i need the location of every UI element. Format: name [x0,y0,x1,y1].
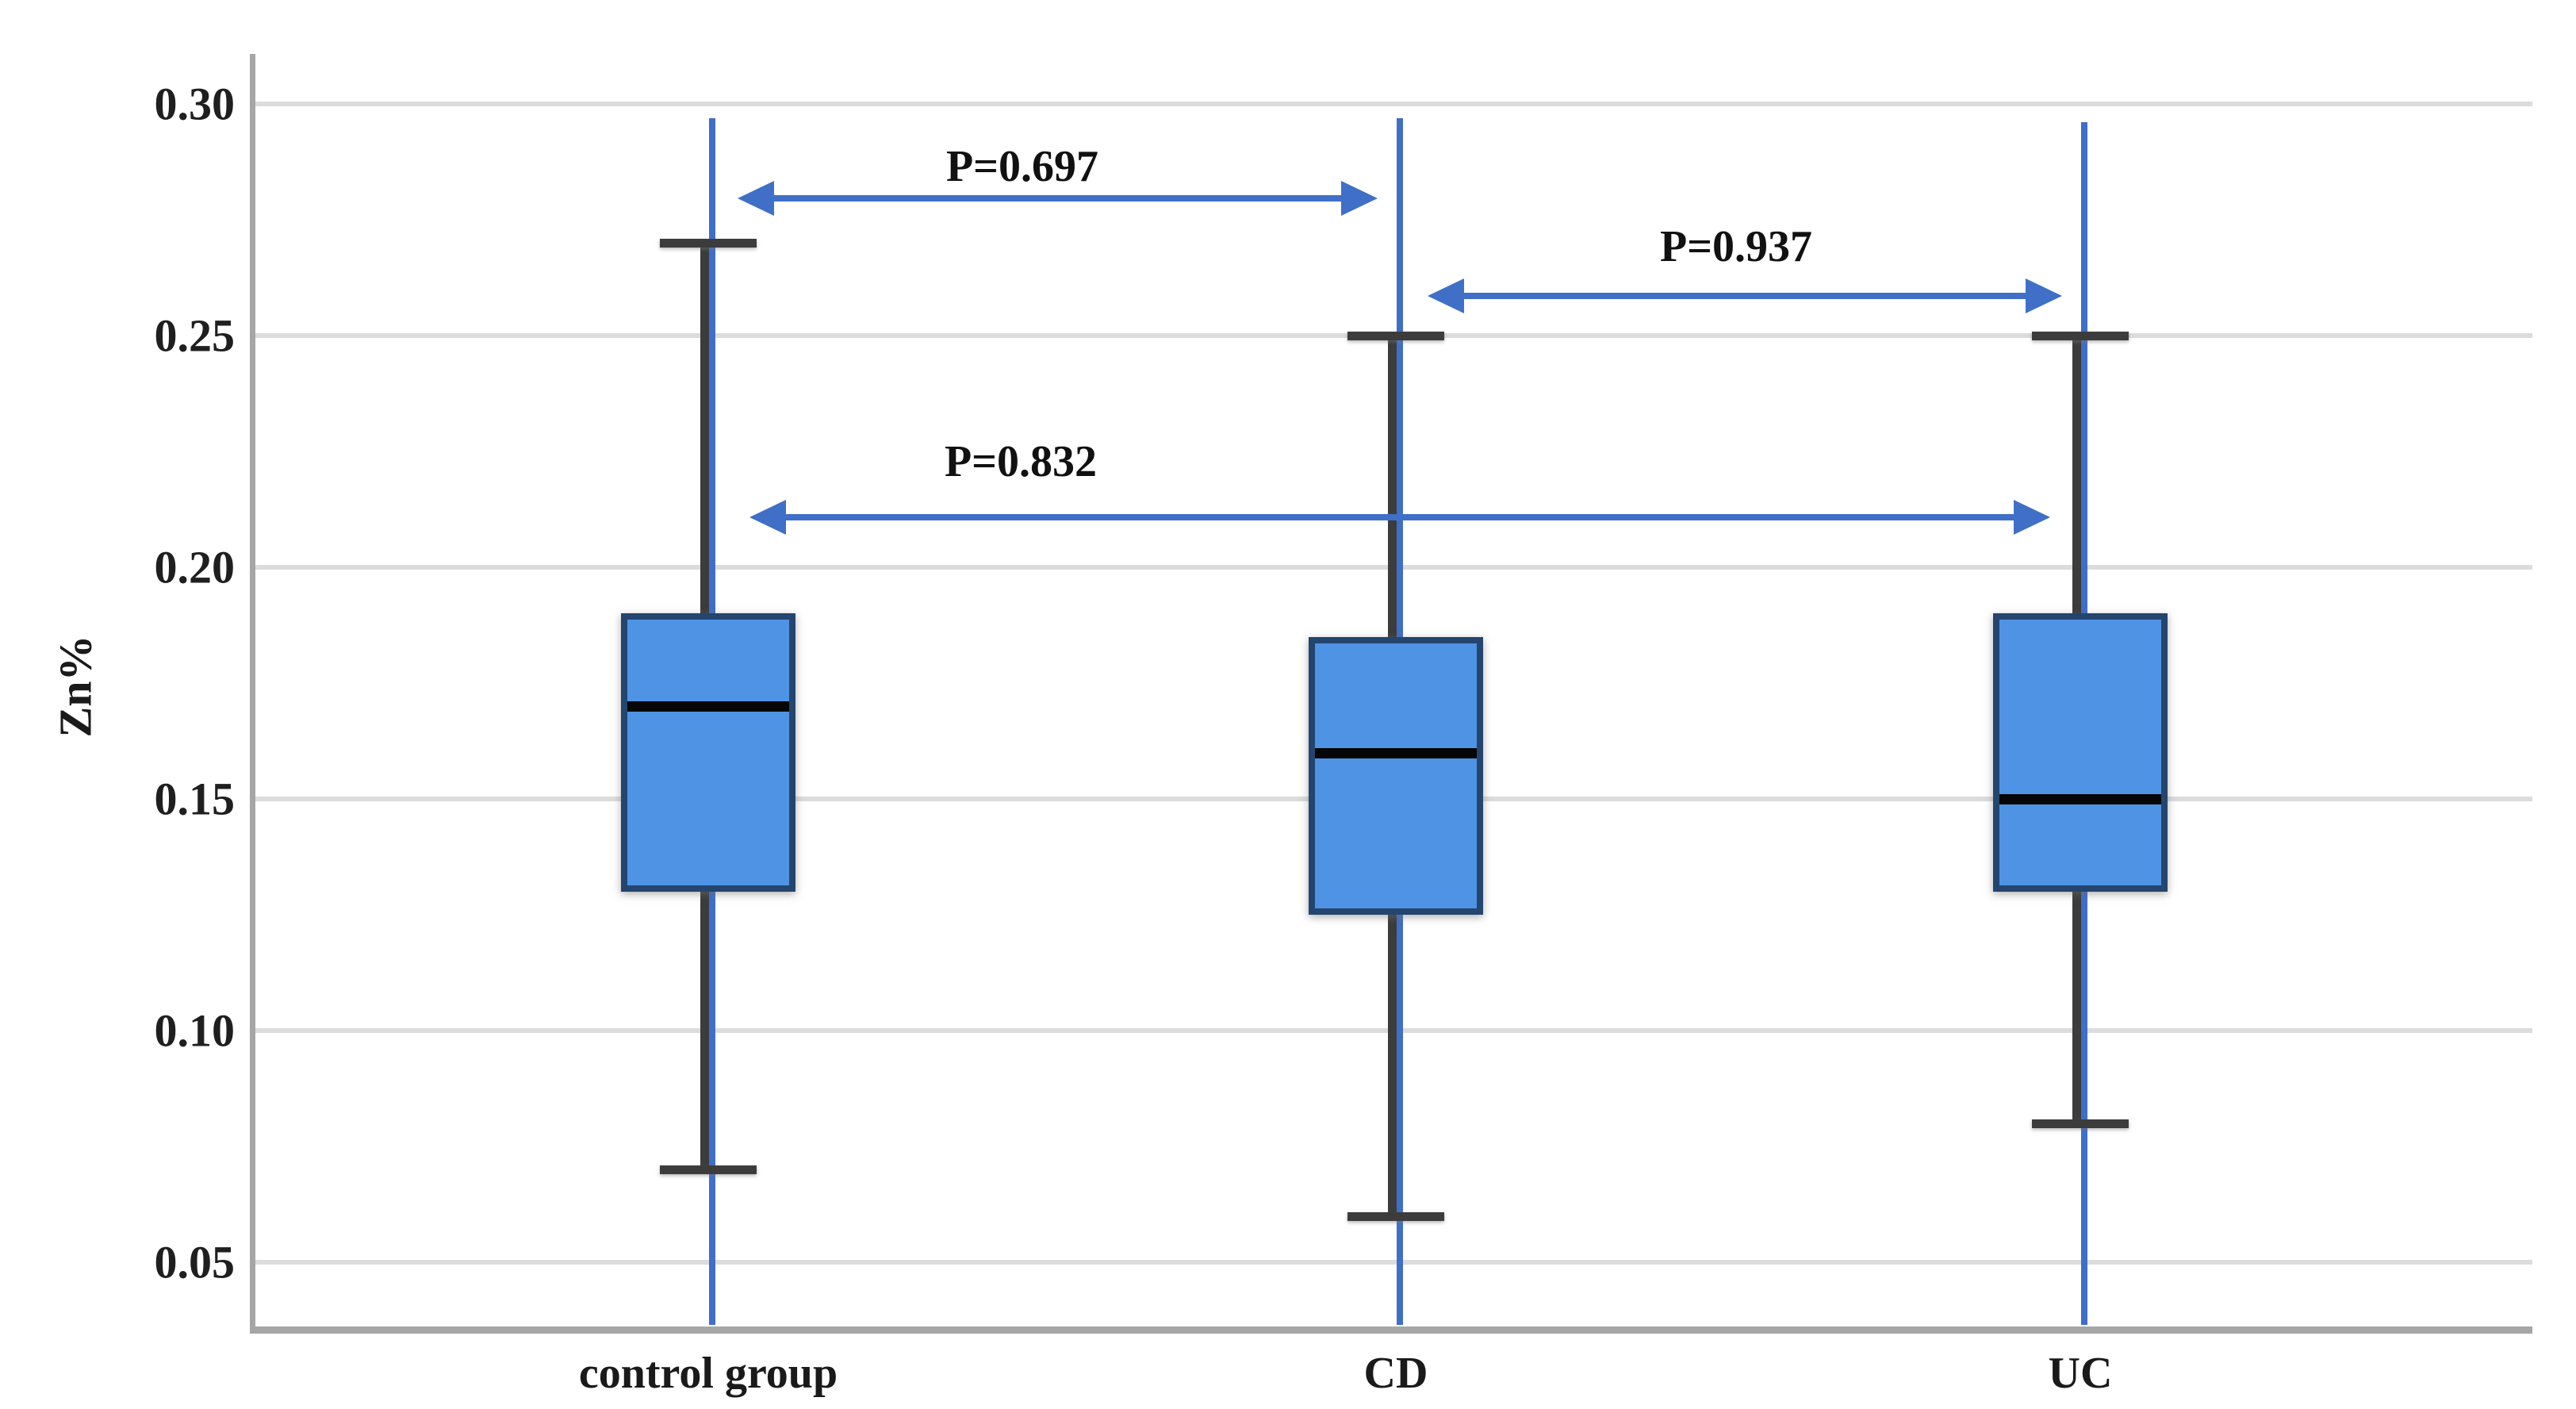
y-tick-label-0.15: 0.15 [154,773,236,825]
y-tick-label-0.05: 0.05 [154,1236,236,1288]
lower-whisker-stem-UC [2072,891,2081,1123]
y-axis-line [250,54,255,1334]
iqr-box-CD [1309,636,1483,915]
upper-whisker-stem-CD [1388,336,1397,637]
median-line-UC [1999,794,2161,804]
y-tick-label-0.30: 0.30 [154,78,236,130]
y-tick-label-0.25: 0.25 [154,309,236,362]
median-line-CD [1315,747,1477,758]
upper-whisker-cap-control group [660,239,757,248]
x-category-label-UC: UC [2048,1349,2113,1398]
lower-whisker-cap-UC [2032,1119,2129,1128]
y-tick-label-0.20: 0.20 [154,541,236,593]
y-tick-label-0.10: 0.10 [154,1004,236,1057]
pvalue-label-P=0.832: P=0.832 [944,437,1098,486]
upper-whisker-cap-CD [1347,332,1444,340]
x-category-label-control group: control group [578,1349,838,1398]
iqr-box-control group [621,613,795,892]
pvalue-arrowhead-left-P=0.697 [738,181,774,216]
lower-whisker-cap-control group [660,1165,757,1175]
lower-whisker-stem-control group [700,891,709,1170]
gridline-0.30 [255,102,2532,106]
iqr-box-UC [1993,613,2168,892]
x-category-label-CD: CD [1363,1349,1428,1398]
pvalue-label-P=0.937: P=0.937 [1659,222,1813,271]
upper-whisker-stem-control group [700,243,709,614]
pvalue-label-P=0.697: P=0.697 [945,142,1099,191]
lower-whisker-stem-CD [1388,915,1397,1216]
gridline-0.05 [255,1260,2532,1265]
x-axis-line [250,1326,2532,1334]
pvalue-arrowhead-right-P=0.832 [2014,500,2050,535]
lower-whisker-cap-CD [1347,1211,1444,1221]
pvalue-arrowhead-left-P=0.937 [1428,278,1464,313]
pvalue-arrow-line-P=0.832 [781,514,2018,520]
upper-whisker-cap-UC [2032,332,2129,340]
pvalue-arrow-line-P=0.937 [1459,293,2030,299]
pvalue-arrowhead-right-P=0.937 [2026,278,2062,313]
pvalue-arrow-line-P=0.697 [769,195,1346,202]
median-line-control group [627,701,789,712]
upper-whisker-stem-UC [2072,336,2081,614]
y-axis-title: Zn% [49,635,102,738]
pvalue-arrowhead-left-P=0.832 [749,500,786,535]
pvalue-arrowhead-right-P=0.697 [1341,181,1378,216]
